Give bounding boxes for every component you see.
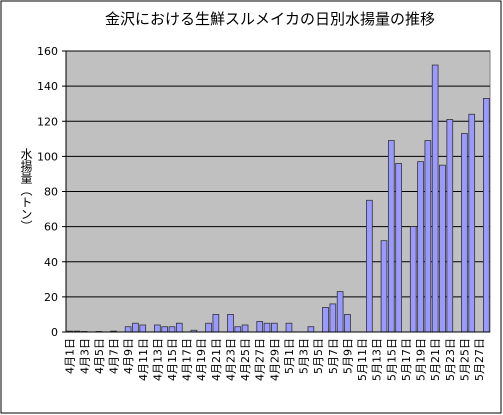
bar [329,303,337,333]
x-tick-label: 5月17日 [400,338,413,381]
y-tick-label: 160 [37,45,58,58]
x-tick-label: 4月21日 [210,338,223,381]
x-tick-label: 5月9日 [341,338,354,374]
x-tick-label: 4月13日 [151,338,164,381]
x-tick-label: 4月9日 [122,338,135,374]
bar [468,113,476,333]
bar [446,119,454,333]
y-tick-label: 100 [37,150,58,163]
y-tick-label: 80 [44,186,58,199]
x-tick-label: 4月7日 [108,338,121,374]
bar [161,326,169,333]
bar [417,161,424,333]
x-tick-label: 4月29日 [268,338,281,381]
x-tick-label: 5月5日 [312,338,325,374]
bar [439,164,446,333]
bar [175,322,183,333]
x-tick-label: 5月1日 [283,338,296,374]
bar [380,240,388,333]
y-tick-label: 0 [51,326,58,339]
x-tick-label: 4月15日 [166,338,179,381]
bar [307,326,315,333]
bar [124,326,132,333]
x-tick-label: 4月11日 [137,338,150,381]
bar [395,162,402,333]
bar [205,322,212,333]
x-tick-label: 5月7日 [327,338,340,374]
x-tick-label: 4月1日 [64,338,77,374]
bar [409,226,417,333]
x-tick-label: 5月27日 [473,338,486,381]
bar [387,140,395,333]
x-tick-label: 5月21日 [429,338,442,381]
y-axis-label: 水揚量（トン） [19,148,33,232]
bar [256,321,264,333]
x-tick-label: 5月13日 [371,338,384,381]
bar [461,133,468,333]
y-tick-label: 140 [37,80,58,93]
y-tick-label: 60 [44,221,58,234]
bar [263,322,271,333]
bar [483,98,490,333]
bar [271,322,278,333]
x-tick-label: 5月15日 [385,338,398,381]
chart-title: 金沢における生鮮スルメイカの日別水揚量の推移 [105,10,435,28]
x-tick-label: 4月25日 [239,338,252,381]
bar [212,314,220,333]
y-tick-label: 40 [44,256,58,269]
x-tick-label: 4月17日 [181,338,194,381]
y-tick-label: 20 [44,291,58,304]
x-tick-label: 5月25日 [458,338,471,381]
x-tick-label: 5月19日 [415,338,428,381]
bar [322,307,329,333]
x-tick-label: 4月5日 [93,338,106,374]
bar [366,199,373,333]
x-tick-label: 5月3日 [298,338,311,374]
x-tick-label: 5月11日 [356,338,369,381]
bar [139,324,147,333]
bar [344,314,351,333]
bar [234,326,242,333]
x-tick-label: 4月3日 [78,338,91,374]
y-tick-label: 120 [37,115,58,128]
x-tick-label: 5月23日 [444,338,457,381]
x-tick-label: 4月27日 [254,338,267,381]
bar [132,322,139,333]
x-tick-label: 4月19日 [195,338,208,381]
bar [241,324,249,333]
bar [285,322,293,333]
bar [431,64,439,333]
x-tick-label: 4月23日 [224,338,237,381]
bar [154,324,161,333]
bar [168,326,176,333]
bar [336,291,344,333]
bar [424,140,432,333]
bar [227,314,234,333]
